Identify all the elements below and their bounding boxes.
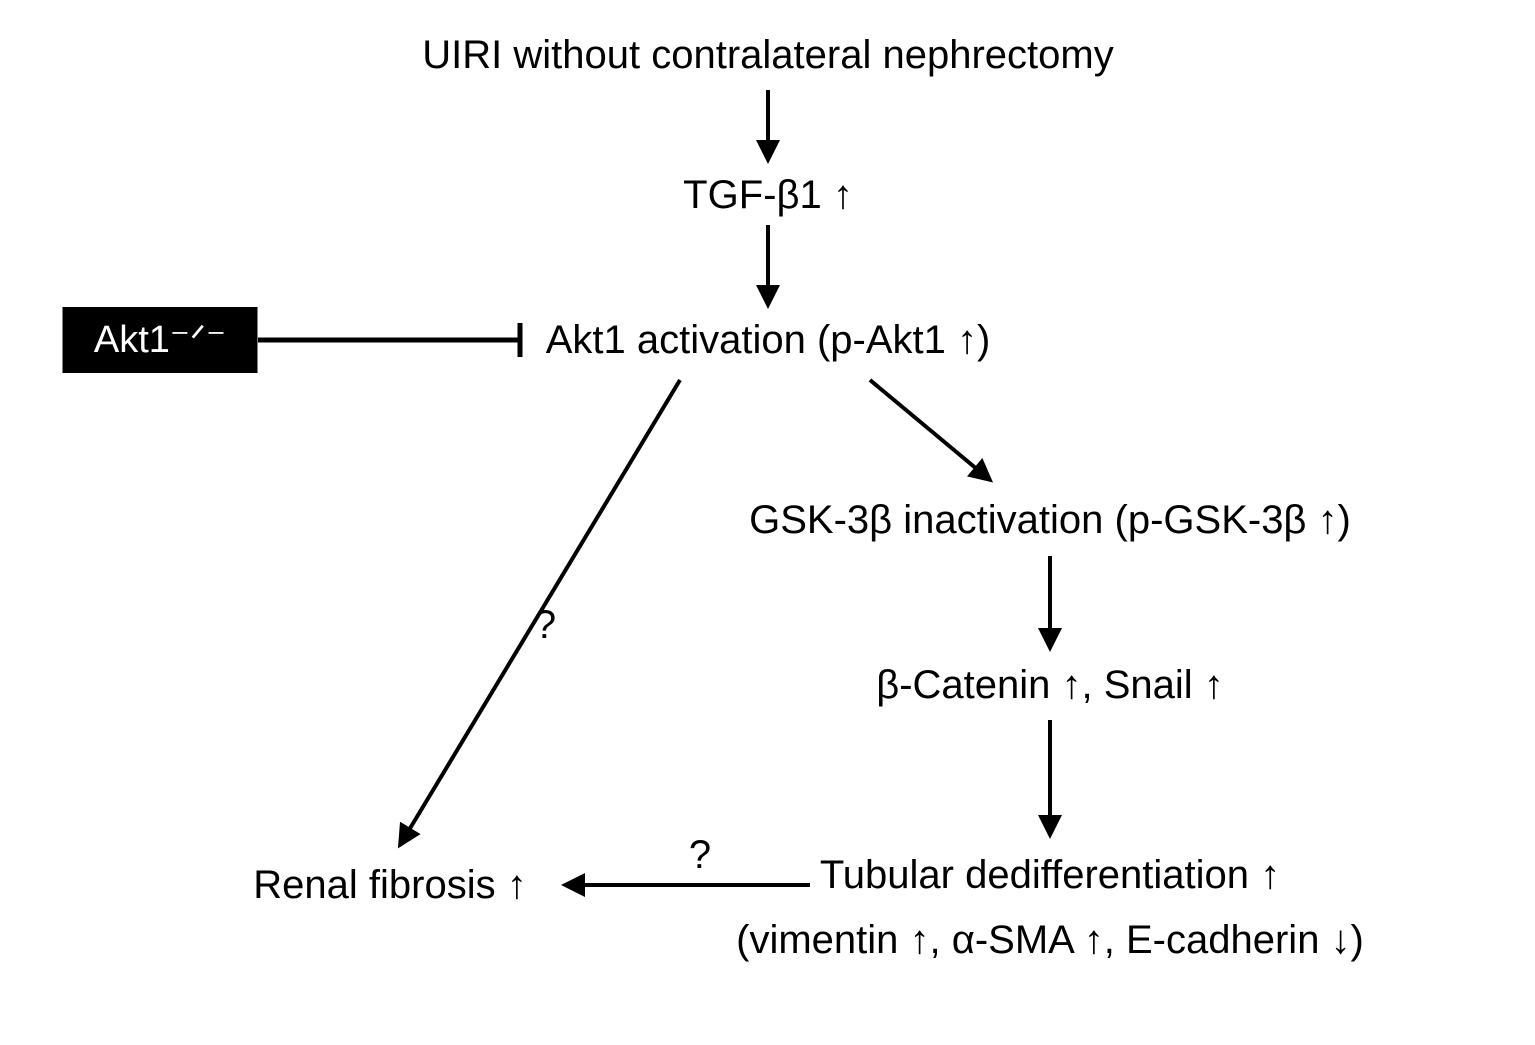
node-q1: ? (534, 601, 556, 649)
node-n_box: Akt1⁻ᐟ⁻ (63, 307, 258, 373)
node-n_bcat: β-Catenin ↑, Snail ↑ (876, 661, 1224, 709)
node-q2: ? (689, 831, 711, 879)
node-n_tubu1: Tubular dedifferentiation ↑ (820, 851, 1280, 899)
node-n_akt: Akt1 activation (p-Akt1 ↑) (546, 316, 991, 364)
edge-arrow (870, 380, 990, 480)
node-n_tgf: TGF-β1 ↑ (683, 171, 853, 219)
node-n_top: UIRI without contralateral nephrectomy (422, 31, 1113, 79)
node-n_gsk: GSK-3β inactivation (p-GSK-3β ↑) (749, 496, 1351, 544)
node-n_tubu2: (vimentin ↑, α-SMA ↑, E-cadherin ↓) (736, 916, 1364, 964)
node-n_renal: Renal fibrosis ↑ (253, 861, 526, 909)
